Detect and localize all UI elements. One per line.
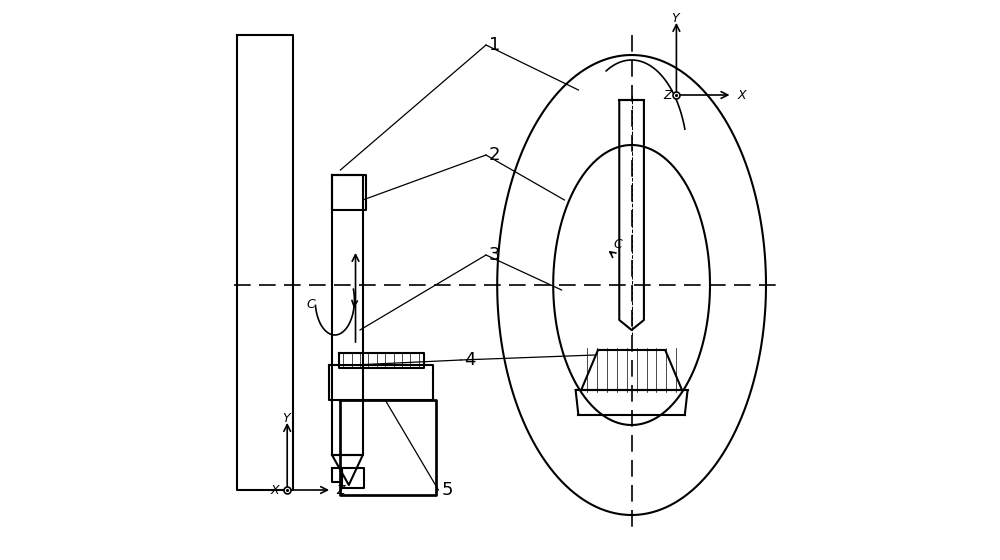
Text: 2: 2 [489,146,500,164]
Text: 3: 3 [489,246,500,264]
Text: $Z$: $Z$ [663,88,674,101]
Text: $Y$: $Y$ [671,12,682,25]
Text: $C$: $C$ [306,298,317,311]
Text: $X$: $X$ [270,483,282,497]
Text: $X$: $X$ [737,88,748,101]
Text: $Y$: $Y$ [282,412,292,425]
Text: 1: 1 [489,36,500,54]
Text: 5: 5 [441,481,453,499]
Text: $C$: $C$ [613,237,624,251]
Text: 4: 4 [464,351,475,369]
Text: $Z$: $Z$ [336,483,348,497]
